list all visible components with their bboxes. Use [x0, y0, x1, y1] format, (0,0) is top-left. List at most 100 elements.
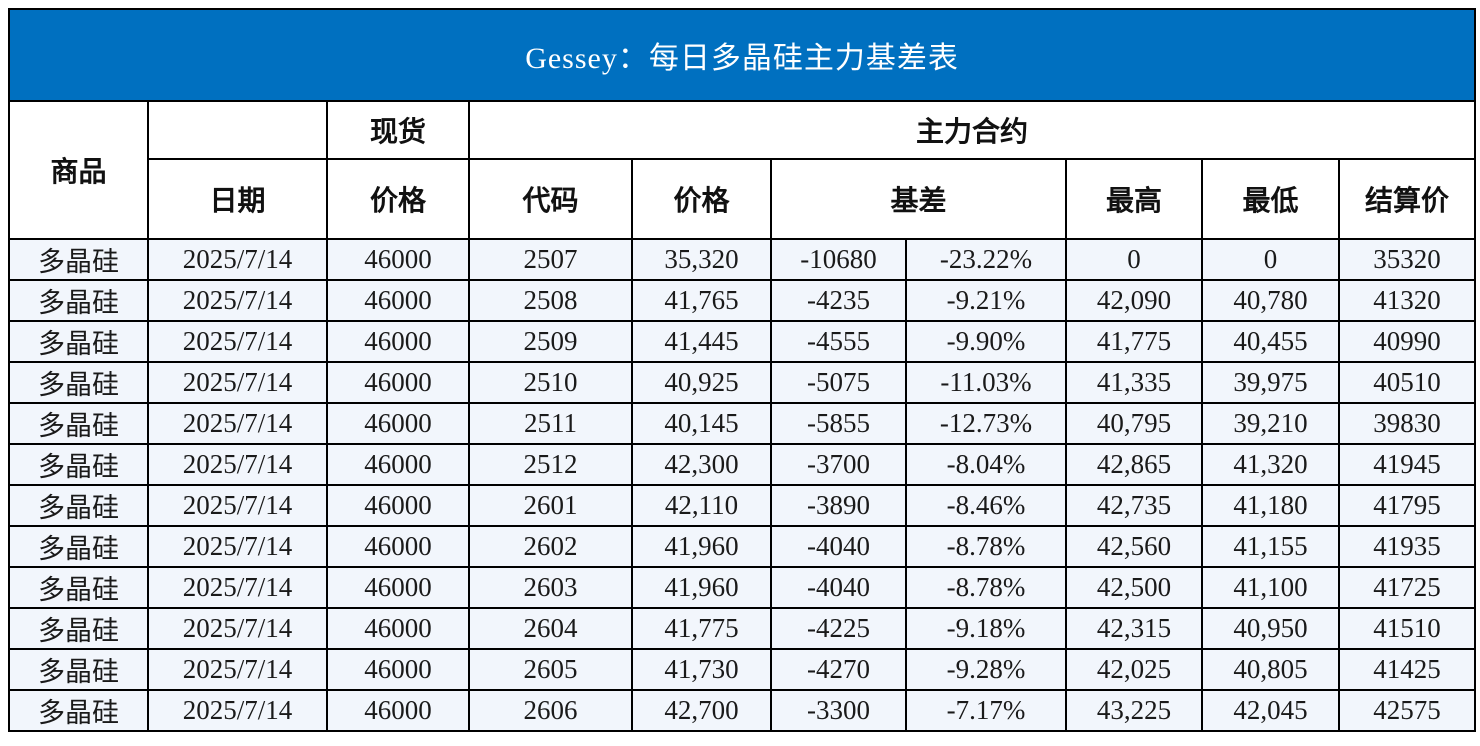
cell-code: 2511: [468, 402, 633, 445]
cell-settle: 40990: [1337, 320, 1477, 363]
table-row: 多晶硅 2025/7/14 46000 2605 41,730 -4270 -9…: [8, 648, 1477, 691]
table-row: 多晶硅 2025/7/14 46000 2603 41,960 -4040 -8…: [8, 566, 1477, 609]
cell-date: 2025/7/14: [147, 361, 328, 404]
cell-basis-pct: -12.73%: [905, 402, 1067, 445]
cell-date: 2025/7/14: [147, 525, 328, 568]
table-row: 多晶硅 2025/7/14 46000 2512 42,300 -3700 -8…: [8, 443, 1477, 486]
cell-basis-pct: -8.46%: [905, 484, 1067, 527]
cell-basis-pct: -11.03%: [905, 361, 1067, 404]
cell-date: 2025/7/14: [147, 648, 328, 691]
cell-basis: -4040: [770, 525, 907, 568]
cell-spot-price: 46000: [326, 402, 470, 445]
cell-basis-pct: -9.28%: [905, 648, 1067, 691]
cell-basis: -5855: [770, 402, 907, 445]
title-row: Gessey：每日多晶硅主力基差表: [7, 8, 1477, 102]
cell-price: 40,925: [631, 361, 772, 404]
header-spot-group: 现货: [326, 100, 470, 160]
header-date: 日期: [147, 158, 328, 240]
cell-settle: 35320: [1337, 238, 1477, 281]
cell-commodity: 多晶硅: [8, 279, 149, 322]
cell-basis-pct: -9.21%: [905, 279, 1067, 322]
table-row: 多晶硅 2025/7/14 46000 2511 40,145 -5855 -1…: [8, 402, 1477, 445]
header-spot-price: 价格: [326, 158, 470, 240]
cell-code: 2508: [468, 279, 633, 322]
cell-code: 2507: [468, 238, 633, 281]
cell-price: 41,765: [631, 279, 772, 322]
table-row: 多晶硅 2025/7/14 46000 2601 42,110 -3890 -8…: [8, 484, 1477, 527]
cell-code: 2512: [468, 443, 633, 486]
cell-commodity: 多晶硅: [8, 361, 149, 404]
cell-settle: 41795: [1337, 484, 1477, 527]
cell-high: 42,090: [1065, 279, 1203, 322]
cell-date: 2025/7/14: [147, 566, 328, 609]
cell-low: 41,180: [1201, 484, 1340, 527]
table-row: 多晶硅 2025/7/14 46000 2507 35,320 -10680 -…: [8, 238, 1477, 281]
cell-basis: -10680: [770, 238, 907, 281]
cell-basis-pct: -8.04%: [905, 443, 1067, 486]
header-code: 代码: [468, 158, 633, 240]
cell-spot-price: 46000: [326, 648, 470, 691]
cell-basis: -4235: [770, 279, 907, 322]
table-body: Gessey：每日多晶硅主力基差表 商品 现货 主力合约 日期 价格 代码 价格…: [7, 8, 1477, 732]
cell-price: 41,960: [631, 566, 772, 609]
header-settle: 结算价: [1337, 158, 1477, 240]
cell-price: 42,300: [631, 443, 772, 486]
cell-low: 39,210: [1201, 402, 1340, 445]
cell-settle: 40510: [1337, 361, 1477, 404]
cell-high: 42,315: [1065, 607, 1203, 650]
cell-commodity: 多晶硅: [8, 320, 149, 363]
cell-code: 2509: [468, 320, 633, 363]
header-basis: 基差: [770, 158, 1067, 240]
cell-low: 40,950: [1201, 607, 1340, 650]
cell-basis: -4040: [770, 566, 907, 609]
cell-commodity: 多晶硅: [8, 484, 149, 527]
cell-commodity: 多晶硅: [8, 648, 149, 691]
header-empty: [147, 100, 328, 160]
table-row: 多晶硅 2025/7/14 46000 2606 42,700 -3300 -7…: [8, 689, 1477, 732]
table-row: 多晶硅 2025/7/14 46000 2604 41,775 -4225 -9…: [8, 607, 1477, 650]
cell-settle: 41935: [1337, 525, 1477, 568]
cell-high: 43,225: [1065, 689, 1203, 732]
cell-basis-pct: -9.90%: [905, 320, 1067, 363]
cell-settle: 41320: [1337, 279, 1477, 322]
cell-spot-price: 46000: [326, 279, 470, 322]
cell-basis-pct: -8.78%: [905, 525, 1067, 568]
cell-code: 2601: [468, 484, 633, 527]
table-row: 多晶硅 2025/7/14 46000 2509 41,445 -4555 -9…: [8, 320, 1477, 363]
cell-date: 2025/7/14: [147, 279, 328, 322]
cell-spot-price: 46000: [326, 525, 470, 568]
cell-commodity: 多晶硅: [8, 525, 149, 568]
cell-spot-price: 46000: [326, 361, 470, 404]
header-main-group: 主力合约: [467, 100, 1477, 160]
cell-settle: 41425: [1337, 648, 1477, 691]
cell-commodity: 多晶硅: [8, 402, 149, 445]
table-row: 多晶硅 2025/7/14 46000 2510 40,925 -5075 -1…: [8, 361, 1477, 404]
cell-commodity: 多晶硅: [8, 607, 149, 650]
cell-basis: -4225: [770, 607, 907, 650]
cell-price: 41,445: [631, 320, 772, 363]
cell-basis-pct: -23.22%: [905, 238, 1067, 281]
page-title: Gessey：每日多晶硅主力基差表: [7, 8, 1477, 102]
cell-date: 2025/7/14: [147, 402, 328, 445]
header-row-fields: 日期 价格 代码 价格 基差 最高 最低 结算价: [9, 158, 1477, 240]
cell-commodity: 多晶硅: [8, 443, 149, 486]
cell-basis-pct: -9.18%: [905, 607, 1067, 650]
cell-basis-pct: -8.78%: [905, 566, 1067, 609]
cell-high: 42,025: [1065, 648, 1203, 691]
cell-low: 0: [1201, 238, 1340, 281]
cell-date: 2025/7/14: [147, 443, 328, 486]
cell-low: 41,100: [1201, 566, 1340, 609]
cell-basis: -4555: [770, 320, 907, 363]
cell-commodity: 多晶硅: [8, 689, 149, 732]
cell-settle: 41725: [1337, 566, 1477, 609]
cell-high: 0: [1065, 238, 1203, 281]
cell-spot-price: 46000: [326, 566, 470, 609]
cell-price: 41,960: [631, 525, 772, 568]
cell-high: 41,335: [1065, 361, 1203, 404]
cell-code: 2603: [468, 566, 633, 609]
header-price: 价格: [631, 158, 772, 240]
cell-low: 41,320: [1201, 443, 1340, 486]
header-low: 最低: [1201, 158, 1340, 240]
cell-price: 42,700: [631, 689, 772, 732]
cell-price: 41,730: [631, 648, 772, 691]
